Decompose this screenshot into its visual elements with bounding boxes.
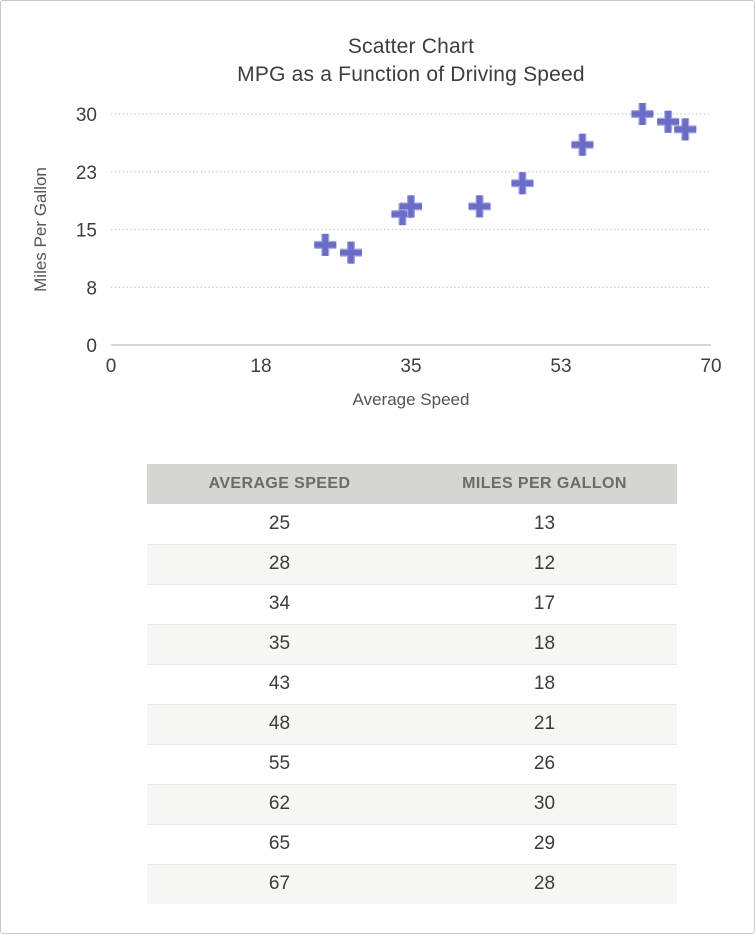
table-cell: 48 <box>147 703 412 744</box>
data-point-marker <box>340 241 362 264</box>
table-cell: 67 <box>147 863 412 904</box>
x-axis-title: Average Speed <box>353 390 470 409</box>
chart-title: Scatter Chart <box>347 35 475 58</box>
y-tick-label: 30 <box>76 105 97 126</box>
table-row: 28 12 <box>147 543 677 584</box>
table-row: 43 18 <box>147 663 677 704</box>
table-cell: 35 <box>147 623 412 664</box>
x-tick-label: 0 <box>106 356 117 377</box>
table-cell: 21 <box>412 703 677 744</box>
table-cell: 34 <box>147 583 412 624</box>
table-cell: 30 <box>412 783 677 824</box>
y-tick-label: 15 <box>76 221 97 242</box>
column-header-miles-per-gallon: MILES PER GALLON <box>412 464 677 504</box>
data-point-marker <box>657 110 680 133</box>
table-cell: 29 <box>412 823 677 864</box>
table-row: 25 13 <box>147 504 677 544</box>
table-cell: 25 <box>147 504 412 544</box>
table-cell: 55 <box>147 743 412 784</box>
table-cell: 18 <box>412 663 677 704</box>
table-cell: 43 <box>147 663 412 704</box>
table-row: 67 28 <box>147 863 677 904</box>
table-cell: 13 <box>412 504 677 544</box>
y-tick-label: 23 <box>76 163 97 184</box>
data-point-marker <box>674 118 697 141</box>
data-point-marker <box>468 195 491 218</box>
table-header-row: AVERAGE SPEED MILES PER GALLON <box>147 464 677 504</box>
data-table: AVERAGE SPEED MILES PER GALLON 25 13 28 12 3… <box>147 464 677 904</box>
table-cell: 28 <box>412 863 677 904</box>
table-row: 55 26 <box>147 743 677 784</box>
chart-subtitle: MPG as a Function of Driving Speed <box>237 63 585 86</box>
data-point-marker <box>571 133 594 156</box>
table-cell: 17 <box>412 583 677 624</box>
table-row: 65 29 <box>147 823 677 864</box>
table-cell: 12 <box>412 543 677 584</box>
table-row: 48 21 <box>147 703 677 744</box>
chart-title-block: Scatter Chart MPG as a Function of Drivi… <box>111 33 711 89</box>
x-tick-label: 35 <box>400 356 421 377</box>
y-tick-label: 0 <box>86 336 97 357</box>
y-tick-label: 8 <box>86 278 97 299</box>
column-header-average-speed: AVERAGE SPEED <box>147 464 412 504</box>
table-cell: 28 <box>147 543 412 584</box>
x-tick-label: 53 <box>550 356 571 377</box>
table-cell: 62 <box>147 783 412 824</box>
table-row: 62 30 <box>147 783 677 824</box>
data-point-marker <box>511 172 534 195</box>
scatter-plot: 0 8 15 23 30 0 18 35 53 70 Average Speed Miles Per … <box>31 103 722 409</box>
table-row: 35 18 <box>147 623 677 664</box>
table-cell: 26 <box>412 743 677 784</box>
x-tick-label: 70 <box>700 356 721 377</box>
table-cell: 65 <box>147 823 412 864</box>
y-axis-title: Miles Per Gallon <box>31 167 50 292</box>
data-point-marker <box>400 195 422 218</box>
table-cell: 18 <box>412 623 677 664</box>
x-tick-label: 18 <box>250 356 271 377</box>
data-point-marker <box>314 233 337 256</box>
data-point-marker <box>631 103 654 125</box>
table-row: 34 17 <box>147 583 677 624</box>
